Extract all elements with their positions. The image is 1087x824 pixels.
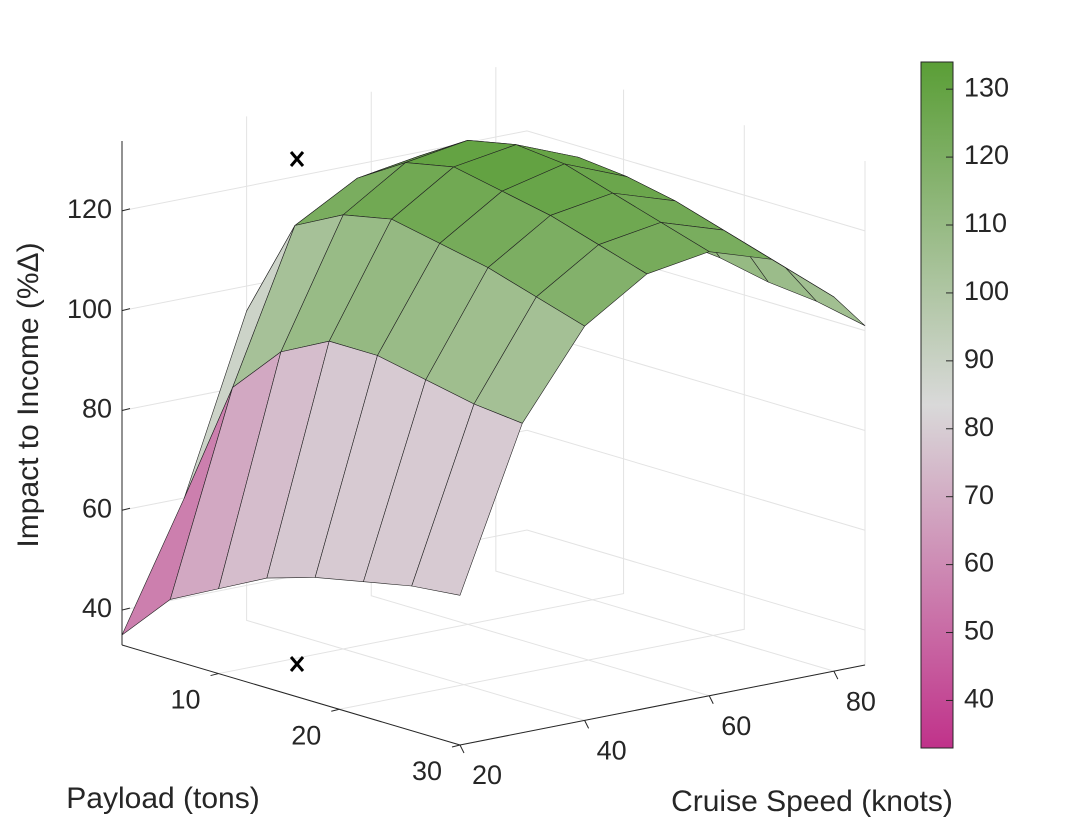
colorbar-tick-label: 110: [964, 208, 1007, 238]
speed-tick-label: 20: [472, 760, 502, 790]
colorbar: [920, 61, 954, 749]
z-tick-label: 100: [67, 294, 112, 324]
z-tick: [121, 507, 131, 511]
payload-tick-label: 10: [171, 685, 201, 715]
payload-tick-label: 20: [291, 720, 321, 750]
z-axis-label: Impact to Income (%Δ): [12, 242, 45, 547]
colorbar-tick-label: 40: [964, 684, 994, 714]
speed-tick: [459, 744, 465, 754]
payload-tick: [210, 673, 219, 677]
colorbar-tick-label: 130: [964, 72, 1009, 102]
axes: 40 60 80 100 120 10 20 30 20 40 60 80: [67, 141, 876, 790]
z-tick: [121, 308, 131, 312]
z-tick-label: 60: [82, 493, 112, 523]
colorbar-tick-label: 50: [964, 616, 994, 646]
colorbar-tick-label: 90: [964, 344, 994, 374]
colorbar-tick-label: 60: [964, 548, 994, 578]
marker: [289, 151, 305, 672]
payload-axis: [121, 644, 461, 746]
grid-line: [339, 125, 745, 710]
speed-tick-label: 80: [846, 686, 876, 716]
payload-tick: [331, 708, 340, 712]
surface-patch: [785, 267, 866, 326]
payload-tick: [451, 744, 461, 748]
colorbar-tick-label: 80: [964, 412, 994, 442]
speed-axis-label: Cruise Speed (knots): [671, 785, 953, 818]
z-tick: [121, 407, 131, 411]
speed-tick: [833, 670, 839, 680]
grid-line: [246, 116, 585, 721]
speed-tick: [708, 695, 714, 704]
z-tick: [121, 208, 131, 212]
payload-axis-label: Payload (tons): [66, 782, 259, 815]
colorbar-tick-label: 100: [964, 276, 1009, 306]
z-tick-label: 120: [67, 194, 112, 224]
speed-tick-label: 40: [597, 736, 627, 766]
speed-tick-label: 60: [721, 711, 751, 741]
z-tick: [121, 607, 131, 611]
z-tick-label: 80: [82, 394, 112, 424]
speed-tick: [584, 720, 590, 729]
payload-tick-label: 30: [412, 756, 442, 786]
speed-axis: [459, 664, 866, 746]
grid-line: [121, 130, 866, 232]
colorbar-tick-label: 120: [964, 140, 1009, 170]
surface: [121, 140, 866, 636]
colorbar-tick-label: 70: [964, 480, 994, 510]
z-tick-label: 40: [82, 593, 112, 623]
surface-patch: [411, 403, 523, 596]
grid-line: [121, 529, 866, 631]
